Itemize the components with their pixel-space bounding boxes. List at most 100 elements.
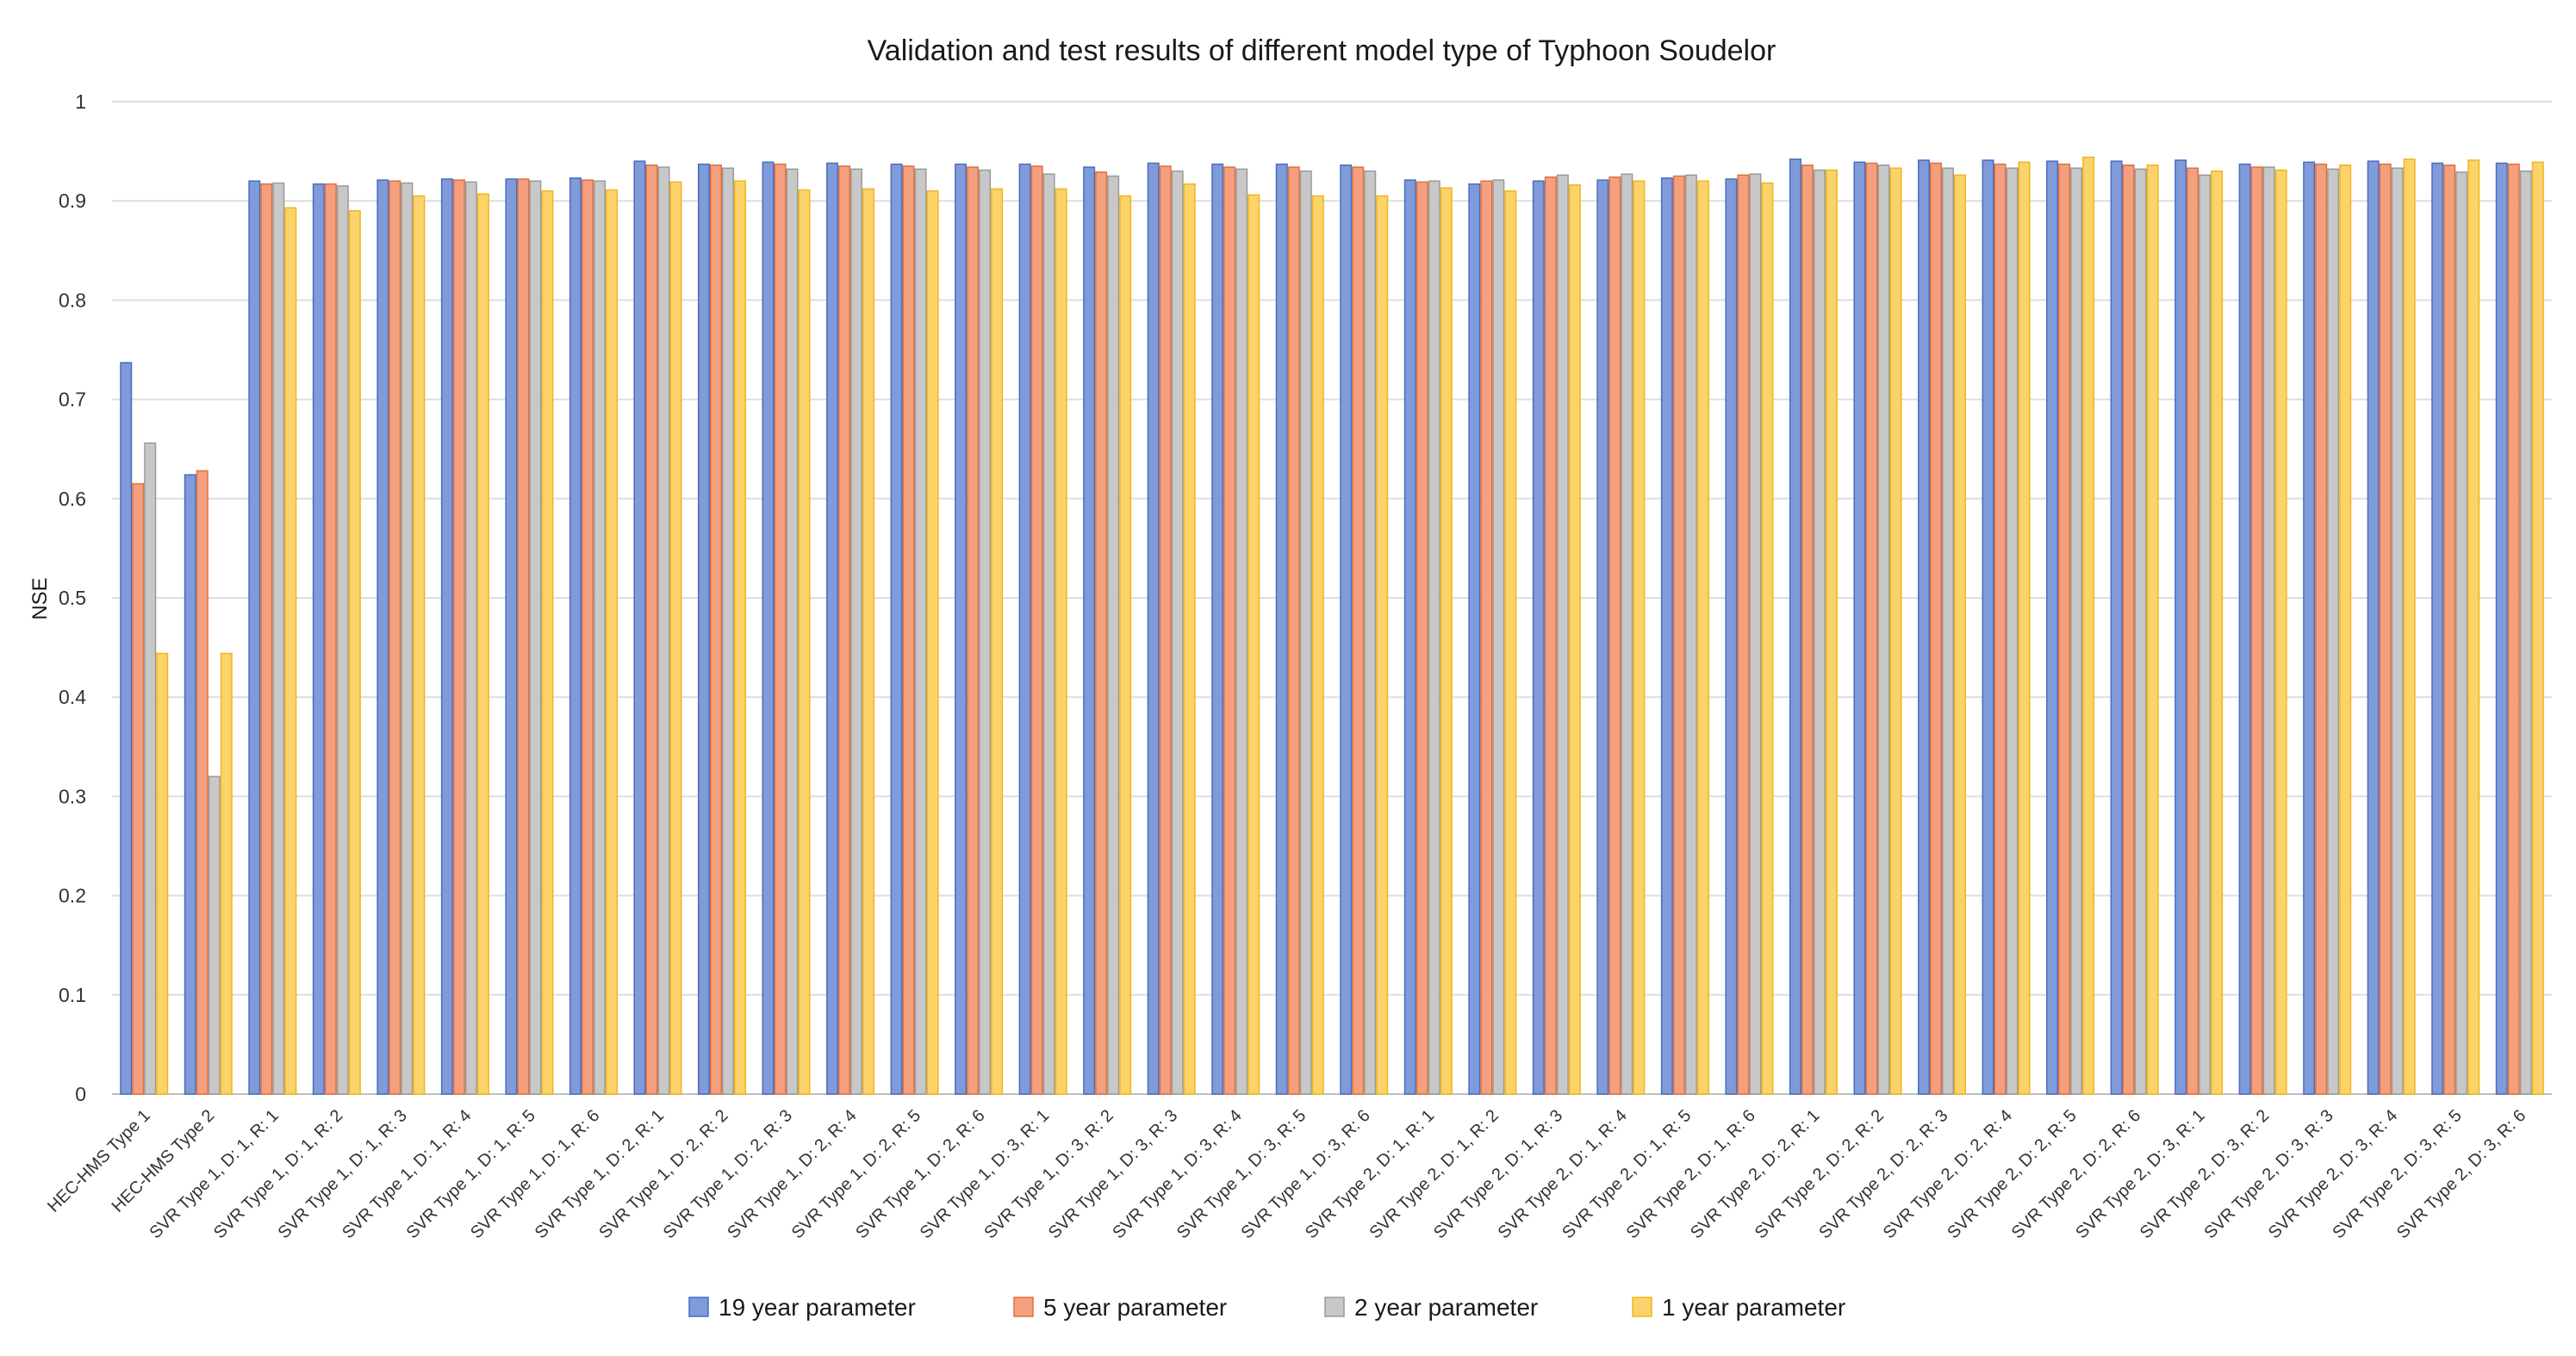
bar-svr-type-1-d-2-r-2-series-2 <box>722 167 734 1095</box>
bar-svr-type-1-d-1-r-4-series-3 <box>476 193 489 1095</box>
bar-svr-type-1-d-3-r-1-series-2 <box>1042 173 1055 1095</box>
bar-svr-type-1-d-1-r-4-series-2 <box>464 181 477 1095</box>
bar-svr-type-1-d-3-r-6-series-1 <box>1352 166 1365 1095</box>
bar-svr-type-2-d-3-r-6-series-1 <box>2507 163 2520 1095</box>
x-tick-label: SVR Type 1, D: 1, R: 1 <box>146 1106 282 1242</box>
y-tick-label: 1 <box>75 90 86 113</box>
x-tick-label: SVR Type 1, D: 2, R: 2 <box>595 1106 731 1242</box>
bar-svr-type-2-d-2-r-4-series-1 <box>1994 163 2007 1095</box>
legend-swatch <box>1632 1297 1652 1317</box>
legend-label: 19 year parameter <box>719 1294 916 1321</box>
bar-svr-type-1-d-3-r-5-series-3 <box>1311 195 1324 1095</box>
bar-svr-type-2-d-2-r-4-series-2 <box>2006 167 2019 1095</box>
x-tick-label: SVR Type 1, D: 3, R: 5 <box>1173 1106 1310 1242</box>
y-tick-label: 0.3 <box>59 785 86 807</box>
bar-svr-type-2-d-2-r-1-series-3 <box>1825 169 1838 1095</box>
bar-svr-type-2-d-3-r-5-series-0 <box>2431 162 2444 1095</box>
y-axis-label: NSE <box>28 577 52 619</box>
bar-svr-type-1-d-1-r-6-series-2 <box>593 180 606 1095</box>
bar-hec-hms-type-1-series-0 <box>120 362 133 1095</box>
bar-svr-type-2-d-1-r-1-series-0 <box>1403 179 1416 1095</box>
bar-svr-type-1-d-1-r-2-series-3 <box>348 209 361 1095</box>
bar-svr-type-1-d-3-r-3-series-1 <box>1159 165 1172 1095</box>
x-tick-label: SVR Type 2, D: 1, R: 3 <box>1430 1106 1566 1242</box>
x-tick-label: SVR Type 1, D: 2, R: 6 <box>852 1106 988 1242</box>
bar-svr-type-2-d-3-r-1-series-2 <box>2199 174 2212 1095</box>
bar-svr-type-1-d-1-r-6-series-1 <box>581 179 594 1095</box>
bar-svr-type-2-d-1-r-3-series-3 <box>1568 184 1581 1095</box>
bar-svr-type-2-d-1-r-2-series-1 <box>1480 180 1493 1095</box>
bar-svr-type-2-d-3-r-4-series-1 <box>2379 163 2392 1095</box>
bar-svr-type-2-d-3-r-6-series-3 <box>2531 161 2544 1095</box>
bar-svr-type-1-d-2-r-6-series-3 <box>991 188 1004 1095</box>
bar-svr-type-2-d-3-r-3-series-1 <box>2315 163 2328 1095</box>
bar-svr-type-1-d-2-r-4-series-3 <box>862 188 875 1095</box>
legend-label: 1 year parameter <box>1662 1294 1845 1321</box>
bar-svr-type-2-d-3-r-1-series-1 <box>2187 167 2200 1095</box>
bar-svr-type-1-d-2-r-1-series-2 <box>657 166 670 1095</box>
bar-svr-type-1-d-1-r-5-series-1 <box>517 178 530 1095</box>
bar-svr-type-1-d-3-r-1-series-1 <box>1030 165 1043 1095</box>
bar-svr-type-1-d-1-r-1-series-1 <box>260 183 273 1095</box>
bar-svr-type-1-d-2-r-6-series-1 <box>967 166 980 1095</box>
bar-svr-type-2-d-2-r-5-series-3 <box>2082 156 2095 1095</box>
bar-svr-type-2-d-3-r-6-series-0 <box>2495 162 2508 1095</box>
bar-svr-type-2-d-1-r-6-series-0 <box>1725 178 1738 1095</box>
bar-svr-type-2-d-3-r-2-series-3 <box>2274 169 2287 1095</box>
bar-svr-type-1-d-3-r-4-series-0 <box>1211 163 1224 1095</box>
bar-svr-type-1-d-1-r-2-series-2 <box>336 185 349 1095</box>
bar-svr-type-1-d-2-r-5-series-2 <box>914 168 927 1095</box>
bar-svr-type-2-d-2-r-3-series-0 <box>1918 159 1930 1095</box>
bar-svr-type-1-d-3-r-5-series-0 <box>1275 163 1288 1095</box>
bar-svr-type-2-d-3-r-1-series-3 <box>2211 170 2224 1095</box>
bar-svr-type-2-d-2-r-1-series-0 <box>1789 159 1801 1095</box>
bar-svr-type-1-d-3-r-5-series-2 <box>1299 170 1312 1095</box>
x-tick-label: SVR Type 1, D: 1, R: 4 <box>339 1106 475 1242</box>
bar-svr-type-1-d-2-r-4-series-2 <box>850 168 863 1095</box>
x-tick-label: SVR Type 1, D: 2, R: 5 <box>788 1106 924 1242</box>
bar-svr-type-1-d-2-r-6-series-2 <box>979 169 992 1095</box>
bar-svr-type-2-d-1-r-5-series-1 <box>1672 175 1685 1095</box>
bar-svr-type-2-d-2-r-2-series-1 <box>1865 162 1878 1095</box>
bar-svr-type-2-d-1-r-5-series-2 <box>1684 174 1697 1095</box>
bars <box>120 156 2544 1095</box>
bar-svr-type-2-d-1-r-5-series-0 <box>1660 177 1673 1095</box>
chart-title: Validation and test results of different… <box>868 34 1776 67</box>
bar-svr-type-2-d-1-r-6-series-2 <box>1749 173 1762 1095</box>
bar-svr-type-2-d-2-r-5-series-0 <box>2046 160 2059 1095</box>
bar-svr-type-2-d-3-r-5-series-2 <box>2455 171 2468 1095</box>
bar-svr-type-1-d-2-r-5-series-0 <box>890 163 903 1095</box>
bar-svr-type-1-d-1-r-3-series-2 <box>401 182 414 1095</box>
x-tick-label: SVR Type 2, D: 2, R: 4 <box>1880 1106 2016 1242</box>
x-tick-label: SVR Type 2, D: 3, R: 5 <box>2329 1106 2465 1242</box>
bar-svr-type-2-d-1-r-3-series-0 <box>1532 180 1545 1095</box>
x-tick-label: SVR Type 2, D: 3, R: 4 <box>2265 1106 2401 1242</box>
bar-svr-type-1-d-3-r-4-series-2 <box>1235 168 1248 1095</box>
bar-svr-type-2-d-1-r-4-series-3 <box>1633 180 1646 1095</box>
bar-svr-type-1-d-3-r-2-series-2 <box>1107 175 1120 1095</box>
bar-svr-type-2-d-2-r-6-series-2 <box>2134 168 2147 1095</box>
bar-svr-type-2-d-1-r-2-series-2 <box>1492 179 1505 1095</box>
bar-svr-type-1-d-1-r-5-series-3 <box>541 190 554 1095</box>
bar-svr-type-1-d-2-r-1-series-0 <box>633 160 646 1095</box>
x-tick-label: SVR Type 2, D: 1, R: 1 <box>1302 1106 1438 1242</box>
bar-svr-type-1-d-2-r-6-series-0 <box>955 163 968 1095</box>
bar-svr-type-1-d-2-r-5-series-1 <box>902 165 915 1095</box>
x-tick-label: SVR Type 1, D: 2, R: 4 <box>724 1106 860 1242</box>
bar-svr-type-1-d-3-r-4-series-1 <box>1223 166 1236 1095</box>
x-tick-label: SVR Type 2, D: 1, R: 5 <box>1559 1106 1695 1242</box>
bar-hec-hms-type-1-series-1 <box>132 482 145 1095</box>
bar-svr-type-1-d-3-r-2-series-3 <box>1119 195 1132 1095</box>
x-tick-label: SVR Type 2, D: 3, R: 1 <box>2072 1106 2208 1242</box>
bar-svr-type-2-d-1-r-4-series-1 <box>1608 176 1621 1095</box>
bar-svr-type-2-d-2-r-3-series-1 <box>1930 162 1942 1095</box>
bar-svr-type-2-d-1-r-5-series-3 <box>1696 180 1709 1095</box>
x-tick-label: SVR Type 1, D: 1, R: 3 <box>275 1106 411 1242</box>
x-tick-label: SVR Type 2, D: 2, R: 5 <box>1944 1106 2080 1242</box>
bar-svr-type-2-d-2-r-2-series-3 <box>1889 167 1902 1095</box>
bar-svr-type-2-d-1-r-1-series-1 <box>1416 181 1428 1095</box>
bar-svr-type-2-d-1-r-6-series-3 <box>1761 182 1774 1095</box>
bar-svr-type-1-d-1-r-6-series-3 <box>605 189 618 1095</box>
bar-svr-type-1-d-2-r-4-series-1 <box>838 165 851 1095</box>
